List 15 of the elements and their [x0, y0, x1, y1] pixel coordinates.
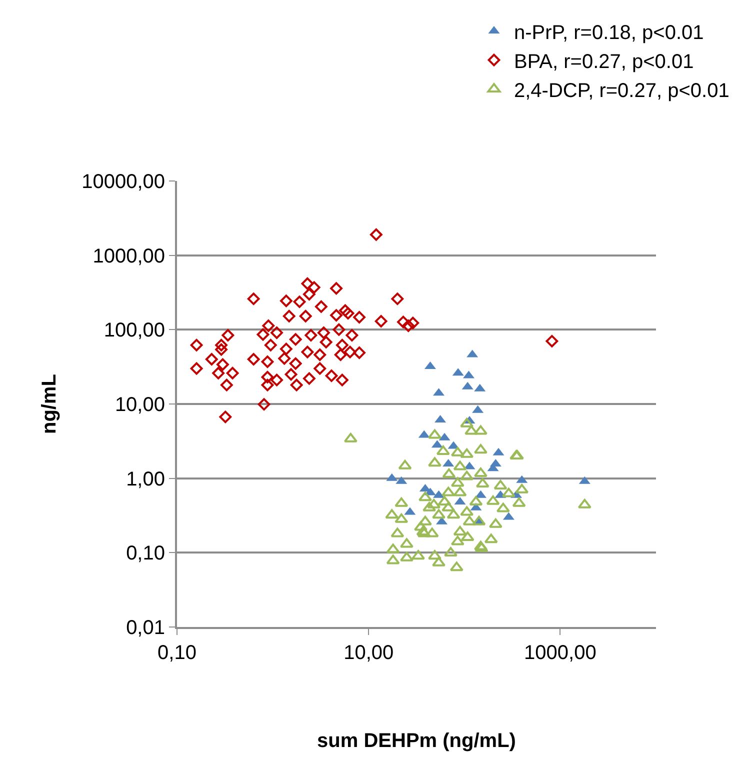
y-tick-label: 10,00	[114, 394, 165, 416]
x-tick-label: 1000,00	[524, 642, 596, 664]
y-tick-label: 1000,00	[92, 245, 165, 268]
y-axis-title: ng/mL	[38, 374, 61, 434]
y-tick-label: 100,00	[104, 320, 165, 342]
y-tick-label: 0,10	[126, 542, 165, 565]
y-tick-label: 10000,00	[82, 171, 165, 193]
x-axis-title: sum DEHPm (ng/mL)	[317, 730, 516, 752]
legend-label: n-PrP, r=0.18, p<0.01	[514, 22, 704, 44]
y-tick-label: 1,00	[126, 468, 165, 490]
legend-label: 2,4-DCP, r=0.27, p<0.01	[514, 80, 730, 102]
legend-label: BPA, r=0.27, p<0.01	[514, 50, 694, 73]
y-tick-label: 0,01	[126, 617, 165, 639]
x-tick-label: 10,00	[344, 642, 394, 664]
x-tick-label: 0,10	[158, 642, 196, 664]
